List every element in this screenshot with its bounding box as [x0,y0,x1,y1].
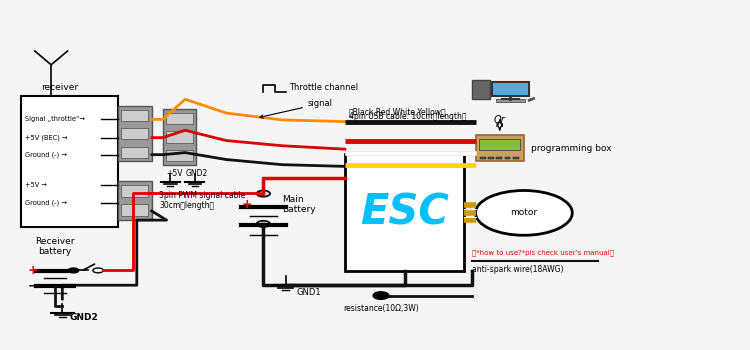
Text: （Black,Red,White,Yellow）: （Black,Red,White,Yellow） [349,107,446,117]
Text: +5V (BEC) →: +5V (BEC) → [25,134,68,141]
Bar [479,139,520,149]
Bar [121,147,148,158]
Text: Signal „throttle“→: Signal „throttle“→ [25,116,85,122]
Text: Receiver
battery: Receiver battery [35,237,75,256]
Text: Ground (-) →: Ground (-) → [25,152,67,158]
Text: GND2: GND2 [70,314,98,322]
Bar [118,181,152,220]
Text: +5V →: +5V → [25,182,47,188]
Text: +: + [242,198,252,211]
Circle shape [256,190,270,197]
Bar [496,157,502,160]
Text: −: − [27,280,38,293]
Text: resistance(10Ω,3W): resistance(10Ω,3W) [343,304,418,313]
Bar [22,96,118,227]
Bar [166,150,193,161]
Circle shape [256,221,270,227]
Bar [494,83,527,95]
Text: motor: motor [510,208,538,217]
Text: ESC: ESC [360,192,449,234]
Text: GND1: GND1 [297,288,322,296]
Text: Ground (-) →: Ground (-) → [25,200,67,206]
Circle shape [374,292,388,299]
Text: +: + [27,264,38,277]
Text: anti-spark wire(18AWG): anti-spark wire(18AWG) [472,265,563,274]
Bar [121,128,148,139]
Circle shape [68,268,79,273]
Text: receiver: receiver [41,83,79,92]
Bar [505,157,511,160]
Bar [121,110,148,121]
Bar [121,204,148,216]
Bar [496,99,525,102]
Bar [163,109,196,165]
Circle shape [93,268,104,273]
Text: Or: Or [494,115,506,125]
Text: programming box: programming box [531,144,612,153]
Text: +5V: +5V [166,169,183,177]
Bar [166,113,193,124]
Text: signal: signal [260,99,333,118]
Bar [472,80,490,99]
Bar [492,82,529,96]
Bar [345,154,464,272]
Bar [480,157,486,160]
Bar [488,157,494,160]
Bar [166,131,193,143]
Bar [476,135,524,161]
Text: （*how to use?*pls check user’s manual）: （*how to use?*pls check user’s manual） [472,249,614,256]
Bar [118,106,152,161]
Text: Throttle channel: Throttle channel [290,83,358,92]
Text: Main
Battery: Main Battery [282,195,316,214]
Bar [513,157,519,160]
Bar [121,185,148,197]
Text: 4pin USB cable: 10cm（length）: 4pin USB cable: 10cm（length） [349,112,466,121]
Text: 3pin PWM signal cable
30cm（length）: 3pin PWM signal cable 30cm（length） [159,191,245,210]
Text: GND2: GND2 [185,169,208,177]
Circle shape [476,190,572,235]
